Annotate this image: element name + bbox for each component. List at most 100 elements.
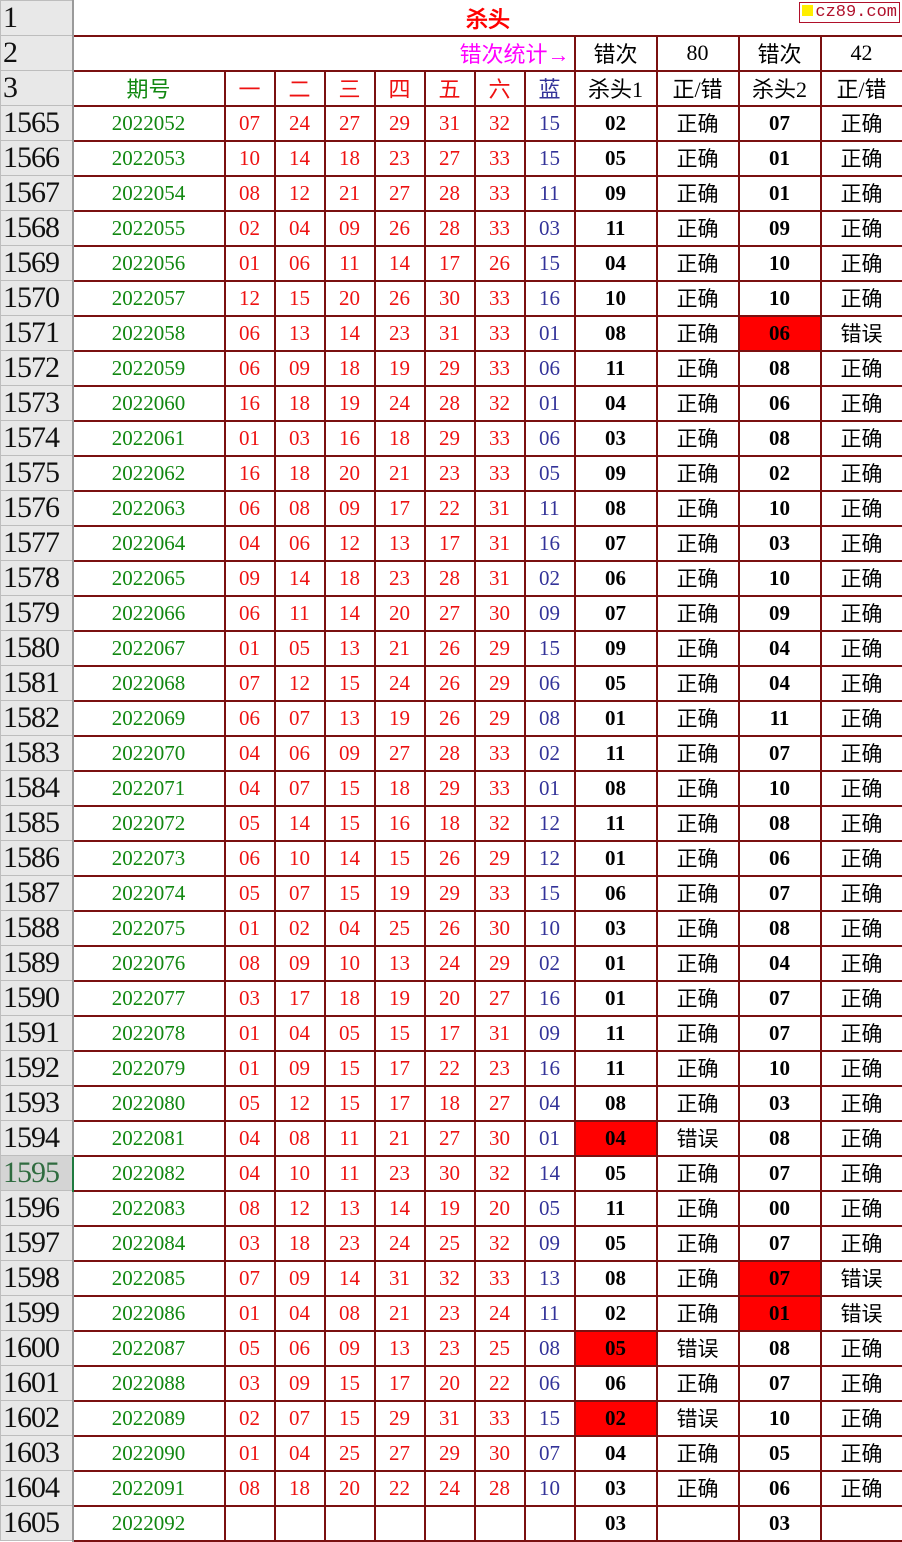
ball-5[interactable]: 28: [423, 559, 476, 597]
ball-1[interactable]: 02: [223, 1399, 276, 1437]
ball-3[interactable]: 18: [323, 559, 376, 597]
ball-2[interactable]: 09: [273, 1259, 326, 1297]
result1-cell[interactable]: 正确: [655, 1469, 740, 1507]
ball-1[interactable]: 07: [223, 1259, 276, 1297]
result2-cell[interactable]: 正确: [819, 874, 902, 912]
kill2-cell[interactable]: 03: [737, 524, 822, 562]
ball-6[interactable]: 29: [473, 629, 526, 667]
row-header[interactable]: 1579: [0, 595, 74, 631]
row-header[interactable]: 1570: [0, 280, 74, 316]
result1-cell[interactable]: 正确: [655, 454, 740, 492]
ball-4[interactable]: 13: [373, 944, 426, 982]
row-header[interactable]: 1591: [0, 1015, 74, 1051]
ball-5[interactable]: 26: [423, 909, 476, 947]
issue-cell[interactable]: 2022068: [71, 664, 226, 702]
result1-cell[interactable]: 正确: [655, 1014, 740, 1052]
ball-5[interactable]: 30: [423, 279, 476, 317]
ball-2[interactable]: 13: [273, 314, 326, 352]
ball-3[interactable]: 09: [323, 209, 376, 247]
kill2-cell[interactable]: 05: [737, 1434, 822, 1472]
ball-1[interactable]: 02: [223, 209, 276, 247]
ball-2[interactable]: 06: [273, 1329, 326, 1367]
row-header[interactable]: 1605: [0, 1505, 74, 1541]
ball-3[interactable]: 11: [323, 244, 376, 282]
ball-3[interactable]: 27: [323, 104, 376, 142]
kill1-cell[interactable]: 06: [573, 1364, 658, 1402]
issue-cell[interactable]: 2022055: [71, 209, 226, 247]
blue-ball[interactable]: [523, 1504, 576, 1542]
result2-cell[interactable]: 正确: [819, 1469, 902, 1507]
ball-1[interactable]: 01: [223, 1049, 276, 1087]
kill2-cell[interactable]: 04: [737, 629, 822, 667]
ball-4[interactable]: 21: [373, 454, 426, 492]
ball-4[interactable]: 29: [373, 1399, 426, 1437]
kill1-cell[interactable]: 05: [573, 664, 658, 702]
ball-1[interactable]: 06: [223, 349, 276, 387]
result2-cell[interactable]: 正确: [819, 209, 902, 247]
ball-5[interactable]: 27: [423, 139, 476, 177]
ball-3[interactable]: 15: [323, 1084, 376, 1122]
kill2-cell[interactable]: 08: [737, 909, 822, 947]
blue-ball[interactable]: 15: [523, 874, 576, 912]
kill1-cell[interactable]: 08: [573, 769, 658, 807]
ball-4[interactable]: 21: [373, 629, 426, 667]
result2-cell[interactable]: 正确: [819, 909, 902, 947]
sheet-title-cell[interactable]: 杀头: [72, 0, 902, 37]
ball-1[interactable]: 05: [223, 874, 276, 912]
ball-3[interactable]: 14: [323, 594, 376, 632]
ball-6[interactable]: 30: [473, 594, 526, 632]
ball-5[interactable]: [423, 1504, 476, 1542]
ball-2[interactable]: 09: [273, 349, 326, 387]
ball-4[interactable]: 26: [373, 209, 426, 247]
row-header[interactable]: 1584: [0, 770, 74, 806]
blue-ball[interactable]: 06: [523, 349, 576, 387]
col-header-ball-1[interactable]: 一: [223, 69, 276, 107]
ball-5[interactable]: 17: [423, 244, 476, 282]
ball-1[interactable]: 07: [223, 104, 276, 142]
kill2-cell[interactable]: 10: [737, 244, 822, 282]
ball-1[interactable]: 16: [223, 454, 276, 492]
ball-3[interactable]: 04: [323, 909, 376, 947]
result2-cell[interactable]: 正确: [819, 1189, 902, 1227]
kill1-cell[interactable]: 09: [573, 174, 658, 212]
row-header[interactable]: 1590: [0, 980, 74, 1016]
ball-2[interactable]: 12: [273, 1189, 326, 1227]
ball-5[interactable]: 24: [423, 1469, 476, 1507]
result2-cell[interactable]: 正确: [819, 769, 902, 807]
ball-2[interactable]: 24: [273, 104, 326, 142]
result1-cell[interactable]: 正确: [655, 559, 740, 597]
result2-cell[interactable]: 正确: [819, 104, 902, 142]
ball-2[interactable]: 06: [273, 244, 326, 282]
ball-1[interactable]: 06: [223, 594, 276, 632]
issue-cell[interactable]: 2022079: [71, 1049, 226, 1087]
result1-cell[interactable]: 正确: [655, 664, 740, 702]
blue-ball[interactable]: 14: [523, 1154, 576, 1192]
result1-cell[interactable]: 正确: [655, 524, 740, 562]
ball-6[interactable]: 33: [473, 279, 526, 317]
ball-2[interactable]: 14: [273, 139, 326, 177]
kill2-cell[interactable]: 03: [737, 1504, 822, 1542]
ball-5[interactable]: 29: [423, 1434, 476, 1472]
ball-5[interactable]: 25: [423, 1224, 476, 1262]
ball-6[interactable]: 25: [473, 1329, 526, 1367]
row-header[interactable]: 1: [0, 0, 74, 36]
ball-5[interactable]: 29: [423, 874, 476, 912]
kill1-cell[interactable]: 04: [573, 1119, 658, 1157]
issue-cell[interactable]: 2022059: [71, 349, 226, 387]
ball-3[interactable]: 15: [323, 874, 376, 912]
result1-cell[interactable]: 正确: [655, 1434, 740, 1472]
ball-2[interactable]: 08: [273, 489, 326, 527]
ball-6[interactable]: 33: [473, 419, 526, 457]
ball-3[interactable]: 12: [323, 524, 376, 562]
ball-4[interactable]: 23: [373, 559, 426, 597]
ball-1[interactable]: 06: [223, 699, 276, 737]
row-header[interactable]: 1594: [0, 1120, 74, 1156]
ball-5[interactable]: 27: [423, 594, 476, 632]
result2-cell[interactable]: 正确: [819, 1119, 902, 1157]
ball-6[interactable]: 20: [473, 1189, 526, 1227]
ball-1[interactable]: 01: [223, 244, 276, 282]
ball-2[interactable]: 09: [273, 944, 326, 982]
ball-5[interactable]: 20: [423, 979, 476, 1017]
ball-2[interactable]: 07: [273, 874, 326, 912]
issue-cell[interactable]: 2022076: [71, 944, 226, 982]
